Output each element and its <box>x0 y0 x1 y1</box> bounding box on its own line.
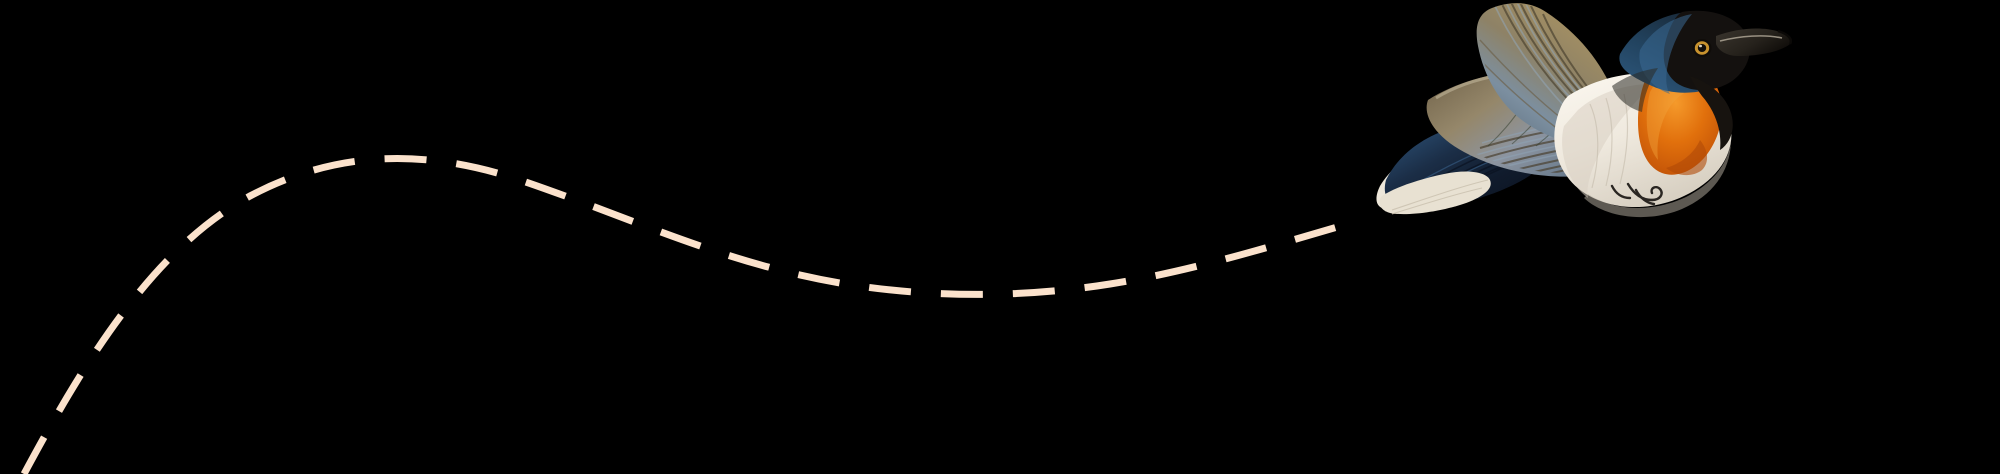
flight-trail-path <box>20 155 1363 474</box>
throat-shadow <box>1666 140 1708 176</box>
bird-eye <box>1692 39 1712 57</box>
bird-beak <box>1716 28 1792 56</box>
throat-highlight <box>1646 71 1702 160</box>
belly-shading <box>1562 84 1652 198</box>
bird-feet <box>1610 182 1663 206</box>
beak-tip <box>1777 29 1792 45</box>
eye-pupil <box>1697 44 1707 52</box>
beak-gape-line <box>1719 35 1783 42</box>
flight-trail <box>20 155 1363 474</box>
tail-tip-lines <box>1391 179 1489 215</box>
neck-shadow <box>1612 68 1658 112</box>
tail-lower-tips <box>1379 171 1491 215</box>
eye-glint <box>1699 44 1702 48</box>
belly-underside-shadow <box>1584 142 1731 218</box>
mask-lower-sweep <box>1690 76 1733 150</box>
bird-illustration <box>1376 3 1792 218</box>
beak-shape <box>1716 28 1792 56</box>
